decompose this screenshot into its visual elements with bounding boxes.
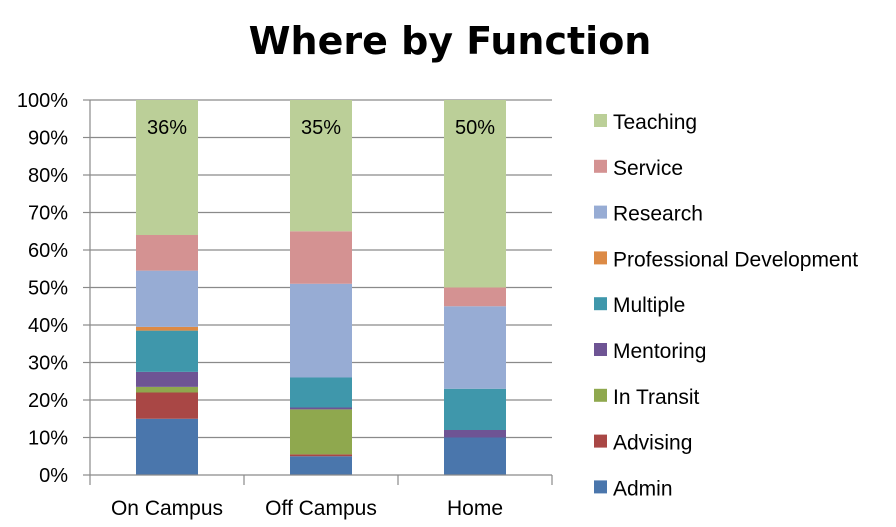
bar-segment-teaching [290, 100, 352, 232]
y-tick-label: 10% [28, 428, 68, 450]
bar-segment-teaching [136, 100, 198, 235]
bar-segment-advising [290, 454, 352, 457]
bar-segment-in-transit [290, 409, 352, 455]
bar-segment-research [444, 306, 506, 389]
legend-swatch [594, 114, 607, 127]
x-category-label: On Campus [111, 497, 223, 520]
y-tick-label: 70% [28, 203, 68, 225]
bar-segment-admin [444, 437, 506, 475]
bar-segment-mentoring [136, 371, 198, 387]
legend-label: In Transit [613, 386, 700, 409]
legend-label: Multiple [613, 294, 685, 317]
y-tick-label: 90% [28, 128, 68, 150]
y-tick-label: 0% [39, 465, 68, 487]
y-tick-label: 50% [28, 278, 68, 300]
legend-label: Teaching [613, 111, 697, 134]
bar-segment-service [290, 231, 352, 284]
chart-title: Where by Function [249, 19, 652, 63]
data-label: 50% [455, 117, 495, 139]
legend-label: Service [613, 157, 683, 180]
bar-segment-professional-development [136, 326, 198, 331]
bars: 36% 35% 50% [136, 100, 506, 475]
y-tick-label: 60% [28, 240, 68, 262]
legend-swatch [594, 251, 607, 265]
legend-swatch [594, 297, 607, 311]
x-category-label: Off Campus [265, 497, 377, 520]
x-category-label: Home [447, 497, 503, 520]
bar-segment-service [444, 287, 506, 307]
legend-label: Professional Development [613, 248, 858, 271]
bar-segment-mentoring [444, 430, 506, 438]
y-tick-label: 80% [28, 165, 68, 187]
bar-segment-mentoring [290, 407, 352, 410]
legend: Teaching Service Research Professional Deve… [594, 111, 858, 500]
data-label: 36% [147, 117, 187, 139]
legend-swatch [594, 388, 607, 402]
bar-segment-advising [136, 392, 198, 419]
y-tick-label: 100% [17, 90, 68, 112]
legend-swatch [594, 205, 607, 219]
y-tick-label: 20% [28, 390, 68, 412]
legend-swatch [594, 159, 607, 173]
legend-label: Research [613, 203, 703, 226]
bar-segment-multiple [136, 330, 198, 372]
legend-label: Mentoring [613, 340, 706, 363]
legend-swatch [594, 480, 607, 494]
bar-segment-admin [290, 456, 352, 475]
bar-segment-research [136, 270, 198, 327]
bar-segment-multiple [444, 388, 506, 430]
y-tick-label: 30% [28, 353, 68, 375]
bar-segment-service [136, 235, 198, 271]
legend-label: Advising [613, 432, 692, 455]
legend-swatch [594, 434, 607, 448]
bar-segment-research [290, 283, 352, 378]
y-tick-label: 40% [28, 315, 68, 337]
bar-segment-admin [136, 418, 198, 475]
legend-label: Admin [613, 477, 673, 500]
bar-segment-in-transit [136, 386, 198, 393]
bar-segment-multiple [290, 377, 352, 408]
axes: 0% 10% 20% 30% 40% 50% 60% 70% 80% 90% 100% On Camp… [17, 90, 553, 520]
bar-segment-teaching [444, 100, 506, 288]
data-label: 35% [301, 117, 341, 139]
legend-swatch [594, 343, 607, 356]
